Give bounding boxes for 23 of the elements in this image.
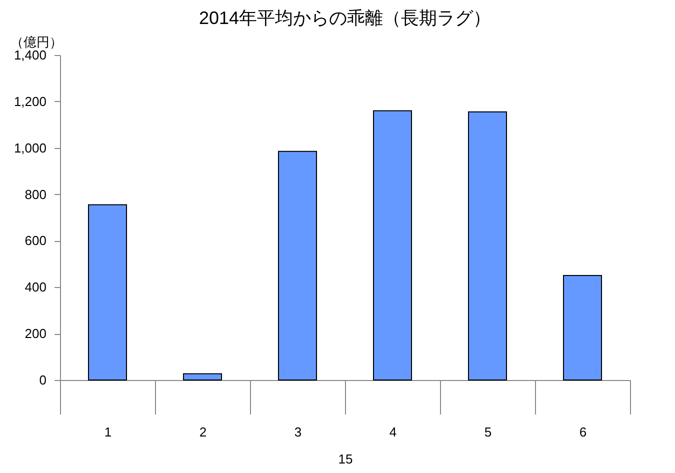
y-tick-label: 400 bbox=[24, 280, 46, 295]
x-tick-label: 1 bbox=[104, 424, 112, 440]
y-tick-label: 1,400 bbox=[14, 48, 46, 62]
chart-title: 2014年平均からの乖離（長期ラグ） bbox=[198, 8, 492, 28]
x-tick-label: 5 bbox=[484, 424, 492, 440]
bar bbox=[183, 373, 222, 380]
y-tick-label: 1,200 bbox=[14, 94, 46, 109]
bar bbox=[278, 150, 317, 380]
bar bbox=[88, 204, 127, 380]
x-axis-title: 15 bbox=[338, 452, 353, 466]
y-tick-label: 1,000 bbox=[14, 140, 46, 156]
bar bbox=[468, 111, 507, 380]
bar bbox=[563, 275, 602, 380]
y-tick-label: 200 bbox=[24, 326, 46, 342]
y-tick-label: 800 bbox=[24, 186, 46, 202]
y-tick-label: 0 bbox=[39, 372, 46, 388]
y-axis-title: （億円） bbox=[10, 34, 62, 50]
x-tick-label: 4 bbox=[389, 424, 397, 440]
x-tick-label: 6 bbox=[579, 424, 587, 440]
bar bbox=[373, 110, 412, 380]
y-tick-label: 600 bbox=[24, 233, 46, 248]
x-tick-label: 3 bbox=[294, 424, 302, 440]
x-tick-label: 2 bbox=[199, 424, 207, 440]
